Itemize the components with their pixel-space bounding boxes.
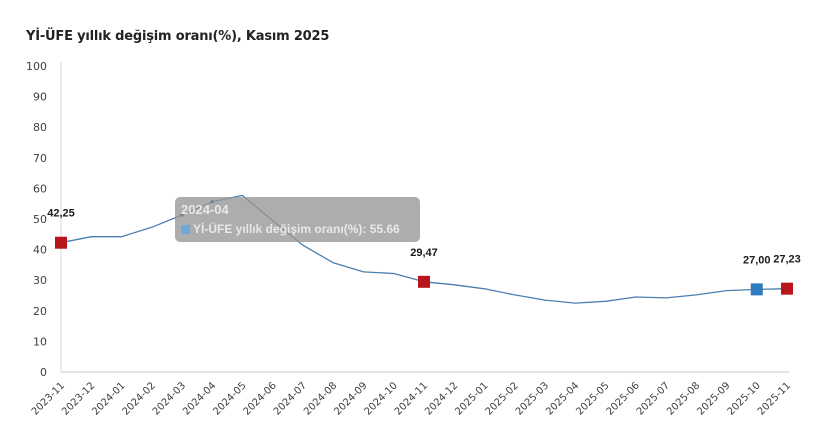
x-axis: 2023-112023-122024-012024-022024-032024-… — [30, 380, 793, 417]
series-swatch-icon — [181, 225, 190, 234]
tooltip-value: Yİ-ÜFE yıllık değişim oranı(%): 55.66 — [193, 222, 400, 236]
y-tick-label: 20 — [33, 305, 47, 318]
data-label: 42,25 — [47, 208, 75, 220]
y-tick-label: 40 — [33, 244, 47, 257]
y-tick-label: 90 — [33, 91, 47, 104]
data-markers[interactable] — [55, 199, 793, 296]
highlight-square-marker[interactable] — [418, 275, 430, 288]
tooltip-title: 2024-04 — [181, 202, 229, 217]
highlight-square-marker[interactable] — [781, 282, 793, 295]
tooltip-row: Yİ-ÜFE yıllık değişim oranı(%): 55.66 — [181, 222, 400, 236]
x-tick-label: 2025-11 — [756, 380, 793, 417]
y-tick-label: 0 — [40, 366, 47, 379]
y-tick-label: 70 — [33, 152, 47, 165]
y-tick-label: 30 — [33, 274, 47, 287]
chart-title: Yİ-ÜFE yıllık değişim oranı(%), Kasım 20… — [26, 29, 330, 44]
y-tick-label: 60 — [33, 182, 47, 195]
highlight-square-marker[interactable] — [750, 283, 763, 296]
y-tick-label: 80 — [33, 121, 47, 134]
y-tick-label: 10 — [33, 335, 47, 348]
y-axis: 0 10 20 30 40 50 60 70 80 90 100 — [26, 60, 789, 379]
y-tick-label: 50 — [33, 213, 47, 226]
data-label: 27,00 — [743, 254, 771, 266]
highlight-square-marker[interactable] — [55, 236, 67, 249]
data-label: 29,47 — [410, 247, 438, 259]
data-label: 27,23 — [773, 254, 801, 266]
hover-tooltip: 2024-04 Yİ-ÜFE yıllık değişim oranı(%): … — [175, 197, 420, 242]
y-tick-label: 100 — [26, 60, 47, 73]
data-labels: 42,25 29,47 27,00 27,23 — [47, 208, 801, 267]
